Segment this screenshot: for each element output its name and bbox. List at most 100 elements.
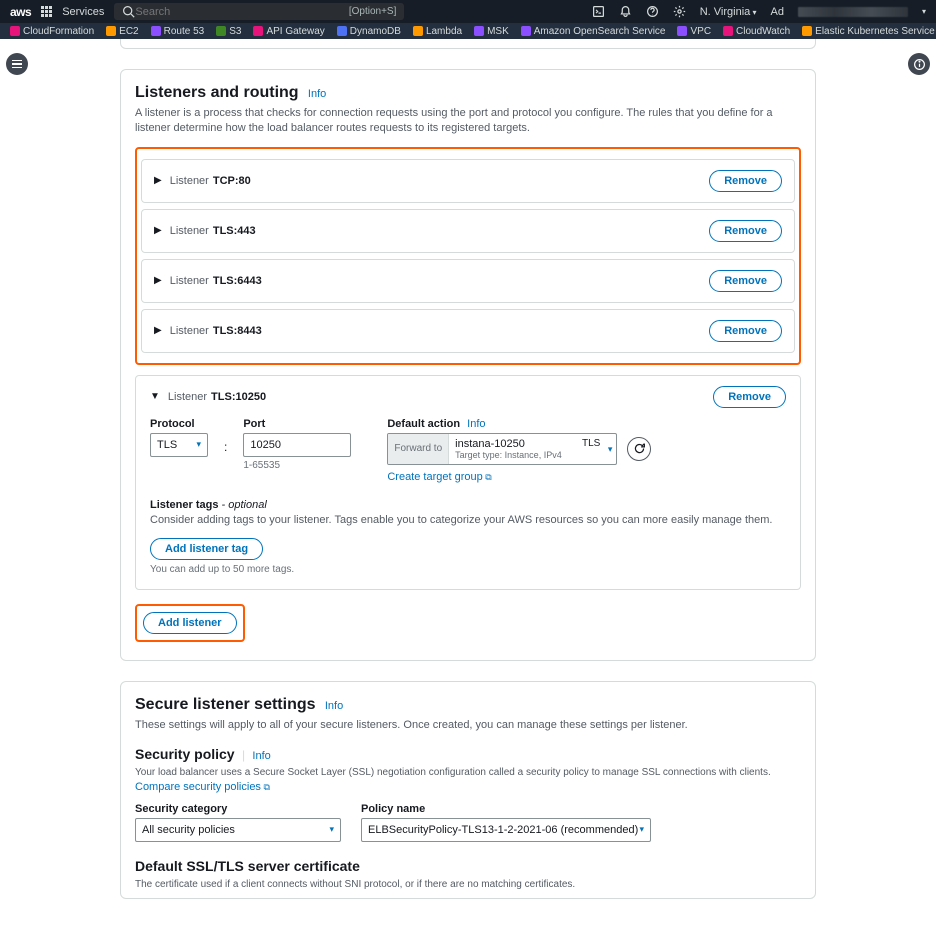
help-icon[interactable] [646, 5, 659, 18]
listeners-description: A listener is a process that checks for … [135, 106, 801, 137]
favorite-label: DynamoDB [350, 26, 401, 37]
service-icon [106, 26, 116, 36]
listeners-panel: Listeners and routing Info A listener is… [120, 69, 816, 661]
listeners-info-link[interactable]: Info [308, 88, 326, 100]
info-icon [913, 58, 926, 71]
listener-proto: TLS:8443 [213, 325, 262, 337]
add-listener-button[interactable]: Add listener [143, 612, 237, 634]
listener-label: Listener [170, 175, 209, 187]
favorite-link[interactable]: Route 53 [151, 26, 205, 37]
global-search[interactable]: [Option+S] [114, 3, 404, 20]
favorite-link[interactable]: Lambda [413, 26, 462, 37]
target-tls-label: TLS [582, 438, 600, 449]
service-icon [337, 26, 347, 36]
service-icon [216, 26, 226, 36]
favorite-link[interactable]: DynamoDB [337, 26, 401, 37]
security-category-label: Security category [135, 803, 341, 815]
secure-info-link[interactable]: Info [325, 700, 343, 712]
expand-icon[interactable]: ▶ [154, 225, 162, 236]
listener-row: ▶ListenerTLS:443Remove [141, 209, 795, 253]
listener-proto: TLS:6443 [213, 275, 262, 287]
favorite-link[interactable]: API Gateway [253, 26, 324, 37]
favorite-label: CloudWatch [736, 26, 790, 37]
listener-tags-desc: Consider adding tags to your listener. T… [150, 513, 786, 528]
default-action-info[interactable]: Info [467, 418, 485, 430]
refresh-button[interactable] [627, 437, 651, 461]
favorite-label: Amazon OpenSearch Service [534, 26, 666, 37]
search-input[interactable] [135, 6, 348, 18]
listener-proto: TLS:10250 [211, 391, 266, 403]
favorite-label: EC2 [119, 26, 138, 37]
search-shortcut: [Option+S] [349, 6, 397, 17]
collapse-icon[interactable]: ▼ [150, 391, 160, 402]
security-category-select[interactable]: All security policies [135, 818, 341, 842]
secure-description: These settings will apply to all of your… [135, 718, 801, 733]
forward-body: instana-10250 Target type: Instance, IPv… [449, 434, 616, 464]
policy-name-label: Policy name [361, 803, 651, 815]
listener-label: Listener [170, 275, 209, 287]
cloudshell-icon[interactable] [592, 5, 605, 18]
side-nav-toggle[interactable] [6, 53, 28, 75]
expand-icon[interactable]: ▶ [154, 325, 162, 336]
listeners-title: Listeners and routing [135, 84, 299, 101]
secure-title: Secure listener settings [135, 696, 316, 713]
favorite-link[interactable]: EC2 [106, 26, 138, 37]
expand-icon[interactable]: ▶ [154, 175, 162, 186]
forward-to-select[interactable]: Forward to instana-10250 Target type: In… [387, 433, 617, 465]
favorite-link[interactable]: Elastic Kubernetes Service [802, 26, 935, 37]
create-target-group-link[interactable]: Create target group [387, 471, 491, 483]
protocol-port-row: Protocol TLS : Port 10250 1-65535 Defaul… [150, 418, 786, 483]
aws-logo[interactable]: aws [10, 5, 31, 19]
listener-row: ▶ListenerTLS:8443Remove [141, 309, 795, 353]
add-listener-tag-button[interactable]: Add listener tag [150, 538, 263, 560]
region-selector[interactable]: N. Virginia [700, 6, 757, 18]
favorite-label: API Gateway [266, 26, 324, 37]
policy-name-select[interactable]: ELBSecurityPolicy-TLS13-1-2-2021-06 (rec… [361, 818, 651, 842]
remove-button[interactable]: Remove [713, 386, 786, 408]
favorite-link[interactable]: MSK [474, 26, 509, 37]
account-prefix: Ad [771, 6, 784, 18]
remove-button[interactable]: Remove [709, 220, 782, 242]
remove-button[interactable]: Remove [709, 270, 782, 292]
service-icon [474, 26, 484, 36]
listener-label: Listener [170, 225, 209, 237]
service-icon [677, 26, 687, 36]
notifications-icon[interactable] [619, 5, 632, 18]
port-field: Port 10250 1-65535 [243, 418, 351, 471]
favorites-bar: CloudFormation EC2 Route 53 S3 API Gateway Dy… [0, 23, 936, 39]
favorite-link[interactable]: Amazon OpenSearch Service [521, 26, 666, 37]
service-icon [413, 26, 423, 36]
hamburger-icon [12, 60, 22, 69]
favorite-link[interactable]: VPC [677, 26, 711, 37]
services-label[interactable]: Services [62, 6, 104, 18]
target-group-sub: Target type: Instance, IPv4 [455, 450, 610, 460]
search-icon [122, 5, 135, 18]
help-panel-toggle[interactable] [908, 53, 930, 75]
default-action-field: Default action Info Forward to instana-1… [387, 418, 651, 483]
services-grid-icon[interactable] [41, 6, 52, 17]
service-icon [802, 26, 812, 36]
default-action-label: Default action Info [387, 418, 651, 430]
favorite-label: VPC [690, 26, 711, 37]
cert-desc: The certificate used if a client connect… [135, 878, 801, 892]
colon-separator: : [224, 418, 227, 454]
listener-proto: TCP:80 [213, 175, 251, 187]
favorite-link[interactable]: CloudWatch [723, 26, 790, 37]
service-icon [10, 26, 20, 36]
favorite-label: CloudFormation [23, 26, 94, 37]
remove-button[interactable]: Remove [709, 320, 782, 342]
settings-icon[interactable] [673, 5, 686, 18]
port-input[interactable]: 10250 [243, 433, 351, 457]
security-policy-desc: Your load balancer uses a Secure Socket … [135, 766, 801, 795]
favorite-link[interactable]: CloudFormation [10, 26, 94, 37]
account-menu[interactable] [798, 7, 908, 17]
page-body: Listeners and routing Info A listener is… [0, 39, 936, 939]
protocol-select[interactable]: TLS [150, 433, 208, 457]
policy-select-row: Security category All security policies … [135, 803, 801, 842]
port-label: Port [243, 418, 351, 430]
security-policy-info[interactable]: Info [252, 750, 270, 762]
compare-policies-link[interactable]: Compare security policies [135, 781, 270, 793]
favorite-link[interactable]: S3 [216, 26, 241, 37]
remove-button[interactable]: Remove [709, 170, 782, 192]
expand-icon[interactable]: ▶ [154, 275, 162, 286]
